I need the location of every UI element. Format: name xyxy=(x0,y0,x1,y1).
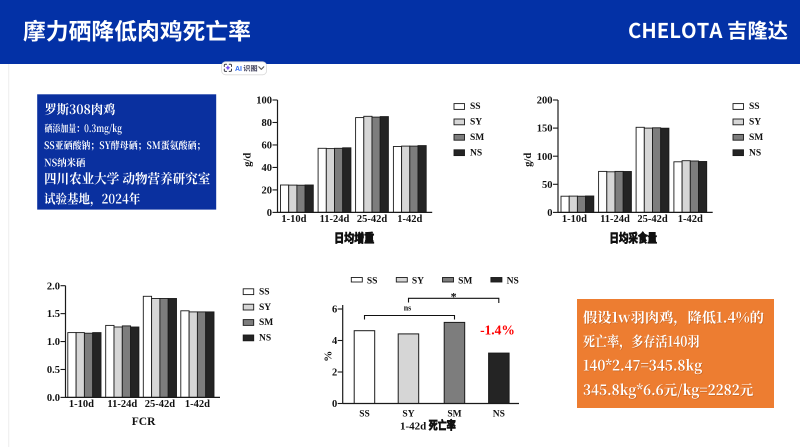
svg-text:1-42d: 1-42d xyxy=(185,399,210,410)
svg-text:0: 0 xyxy=(267,208,272,219)
svg-text:%: % xyxy=(322,351,334,362)
svg-text:SS: SS xyxy=(367,276,378,286)
svg-text:SY: SY xyxy=(470,118,482,128)
svg-text:SY: SY xyxy=(402,410,414,420)
svg-text:80: 80 xyxy=(262,118,273,129)
svg-text:100: 100 xyxy=(537,152,553,163)
svg-text:6: 6 xyxy=(332,305,337,316)
svg-text:25-42d: 25-42d xyxy=(357,214,387,225)
svg-text:1-42d: 1-42d xyxy=(400,420,426,432)
svg-text:1-42d: 1-42d xyxy=(397,214,422,225)
svg-text:*: * xyxy=(451,290,457,304)
svg-text:1.0: 1.0 xyxy=(47,337,60,348)
svg-text:1.5: 1.5 xyxy=(47,309,60,320)
svg-text:SM: SM xyxy=(458,276,472,286)
svg-text:25-42d: 25-42d xyxy=(145,399,175,410)
svg-text:25-42d: 25-42d xyxy=(637,214,667,225)
svg-text:50: 50 xyxy=(542,180,553,191)
svg-text:2.0: 2.0 xyxy=(47,281,60,292)
svg-text:SY: SY xyxy=(259,303,271,313)
svg-text:40: 40 xyxy=(262,163,273,174)
svg-text:SY: SY xyxy=(749,118,761,128)
svg-text:200: 200 xyxy=(537,96,553,107)
svg-text:11-24d: 11-24d xyxy=(600,214,630,225)
svg-text:FCR: FCR xyxy=(132,416,156,428)
svg-text:SM: SM xyxy=(749,133,763,143)
svg-text:NS: NS xyxy=(259,334,271,344)
svg-text:SM: SM xyxy=(259,318,273,328)
svg-text:SS: SS xyxy=(259,287,270,297)
svg-text:g/d: g/d xyxy=(243,153,254,167)
svg-text:ns: ns xyxy=(404,304,412,313)
svg-text:SM: SM xyxy=(470,133,484,143)
svg-text:SY: SY xyxy=(412,276,424,286)
svg-text:2: 2 xyxy=(332,368,337,379)
svg-text:11-24d: 11-24d xyxy=(107,399,137,410)
svg-text:NS: NS xyxy=(493,410,505,420)
svg-text:0: 0 xyxy=(547,208,552,219)
svg-text:150: 150 xyxy=(537,124,553,135)
svg-text:0: 0 xyxy=(332,399,337,410)
svg-text:0.5: 0.5 xyxy=(47,365,60,376)
svg-text:1-42d: 1-42d xyxy=(678,214,703,225)
svg-text:SS: SS xyxy=(749,102,760,112)
svg-text:1-10d: 1-10d xyxy=(281,214,306,225)
svg-text:NS: NS xyxy=(749,148,761,158)
svg-text:SS: SS xyxy=(359,410,370,420)
svg-text:NS: NS xyxy=(470,148,482,158)
svg-text:0.0: 0.0 xyxy=(47,393,60,404)
svg-text:SM: SM xyxy=(447,410,461,420)
svg-text:-1.4%: -1.4% xyxy=(480,323,515,338)
svg-text:1-10d: 1-10d xyxy=(562,214,587,225)
svg-text:1-10d: 1-10d xyxy=(69,399,94,410)
svg-text:60: 60 xyxy=(262,141,273,152)
svg-text:NS: NS xyxy=(507,276,519,286)
svg-text:4: 4 xyxy=(332,336,338,347)
svg-text:SS: SS xyxy=(470,102,481,112)
svg-text:g/d: g/d xyxy=(523,153,534,167)
svg-text:11-24d: 11-24d xyxy=(320,214,350,225)
svg-text:100: 100 xyxy=(256,96,272,107)
svg-text:20: 20 xyxy=(262,186,273,197)
svg-text:AI: AI xyxy=(235,66,242,73)
